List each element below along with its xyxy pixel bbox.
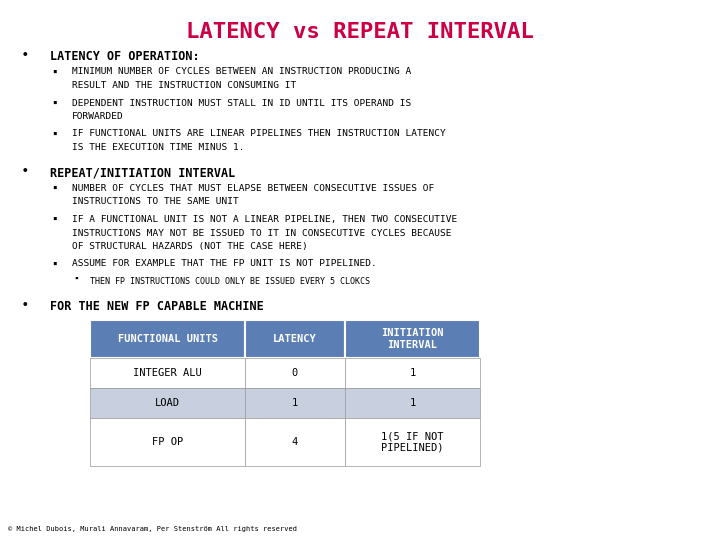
Text: LATENCY OF OPERATION:: LATENCY OF OPERATION: xyxy=(50,50,199,63)
Text: FORWARDED: FORWARDED xyxy=(72,112,124,121)
Text: •: • xyxy=(22,300,29,310)
Text: INSTRUCTIONS MAY NOT BE ISSUED TO IT IN CONSECUTIVE CYCLES BECAUSE: INSTRUCTIONS MAY NOT BE ISSUED TO IT IN … xyxy=(72,228,451,238)
Text: IF A FUNCTIONAL UNIT IS NOT A LINEAR PIPELINE, THEN TWO CONSECUTIVE: IF A FUNCTIONAL UNIT IS NOT A LINEAR PIP… xyxy=(72,215,457,224)
Text: ▪: ▪ xyxy=(52,183,57,192)
Text: MINIMUM NUMBER OF CYCLES BETWEEN AN INSTRUCTION PRODUCING A: MINIMUM NUMBER OF CYCLES BETWEEN AN INST… xyxy=(72,68,411,77)
Text: 1: 1 xyxy=(410,398,415,408)
Text: INITIATION
INTERVAL: INITIATION INTERVAL xyxy=(382,328,444,350)
Text: THEN FP INSTRUCTIONS COULD ONLY BE ISSUED EVERY 5 CLOKCS: THEN FP INSTRUCTIONS COULD ONLY BE ISSUE… xyxy=(90,277,370,286)
Text: 4: 4 xyxy=(292,437,298,447)
Bar xyxy=(345,320,480,358)
Bar xyxy=(245,358,345,388)
Bar xyxy=(90,388,245,418)
Text: LATENCY vs REPEAT INTERVAL: LATENCY vs REPEAT INTERVAL xyxy=(186,22,534,42)
Bar xyxy=(245,320,345,358)
Text: ASSUME FOR EXAMPLE THAT THE FP UNIT IS NOT PIPELINED.: ASSUME FOR EXAMPLE THAT THE FP UNIT IS N… xyxy=(72,260,377,268)
Text: •: • xyxy=(22,50,29,60)
Text: LOAD: LOAD xyxy=(155,398,180,408)
Text: DEPENDENT INSTRUCTION MUST STALL IN ID UNTIL ITS OPERAND IS: DEPENDENT INSTRUCTION MUST STALL IN ID U… xyxy=(72,98,411,107)
Text: OF STRUCTURAL HAZARDS (NOT THE CASE HERE): OF STRUCTURAL HAZARDS (NOT THE CASE HERE… xyxy=(72,242,307,251)
Text: •: • xyxy=(22,166,29,177)
Text: INSTRUCTIONS TO THE SAME UNIT: INSTRUCTIONS TO THE SAME UNIT xyxy=(72,198,239,206)
Text: IF FUNCTIONAL UNITS ARE LINEAR PIPELINES THEN INSTRUCTION LATENCY: IF FUNCTIONAL UNITS ARE LINEAR PIPELINES… xyxy=(72,130,446,138)
Text: ▪: ▪ xyxy=(52,259,57,267)
Text: ▪: ▪ xyxy=(52,214,57,223)
Text: 1: 1 xyxy=(410,368,415,378)
Text: LATENCY: LATENCY xyxy=(273,334,317,344)
Text: 1(5 IF NOT
PIPELINED): 1(5 IF NOT PIPELINED) xyxy=(382,431,444,453)
Bar xyxy=(245,418,345,466)
Text: ▪: ▪ xyxy=(52,129,57,138)
Text: FUNCTIONAL UNITS: FUNCTIONAL UNITS xyxy=(117,334,217,344)
Bar xyxy=(345,388,480,418)
Text: NUMBER OF CYCLES THAT MUST ELAPSE BETWEEN CONSECUTIVE ISSUES OF: NUMBER OF CYCLES THAT MUST ELAPSE BETWEE… xyxy=(72,184,434,193)
Text: ▪: ▪ xyxy=(74,276,78,281)
Bar xyxy=(90,320,245,358)
Text: RESULT AND THE INSTRUCTION CONSUMING IT: RESULT AND THE INSTRUCTION CONSUMING IT xyxy=(72,81,296,90)
Bar xyxy=(345,358,480,388)
Bar xyxy=(90,418,245,466)
Text: IS THE EXECUTION TIME MINUS 1.: IS THE EXECUTION TIME MINUS 1. xyxy=(72,143,245,152)
Text: REPEAT/INITIATION INTERVAL: REPEAT/INITIATION INTERVAL xyxy=(50,166,235,179)
Text: FP OP: FP OP xyxy=(152,437,183,447)
Text: 0: 0 xyxy=(292,368,298,378)
Text: © Michel Dubois, Murali Annavaram, Per Stenström All rights reserved: © Michel Dubois, Murali Annavaram, Per S… xyxy=(8,526,297,532)
Text: INTEGER ALU: INTEGER ALU xyxy=(133,368,202,378)
Text: ▪: ▪ xyxy=(52,66,57,76)
Text: 1: 1 xyxy=(292,398,298,408)
Bar xyxy=(245,388,345,418)
Text: FOR THE NEW FP CAPABLE MACHINE: FOR THE NEW FP CAPABLE MACHINE xyxy=(50,300,264,314)
Bar xyxy=(345,418,480,466)
Text: ▪: ▪ xyxy=(52,98,57,106)
Bar xyxy=(90,358,245,388)
